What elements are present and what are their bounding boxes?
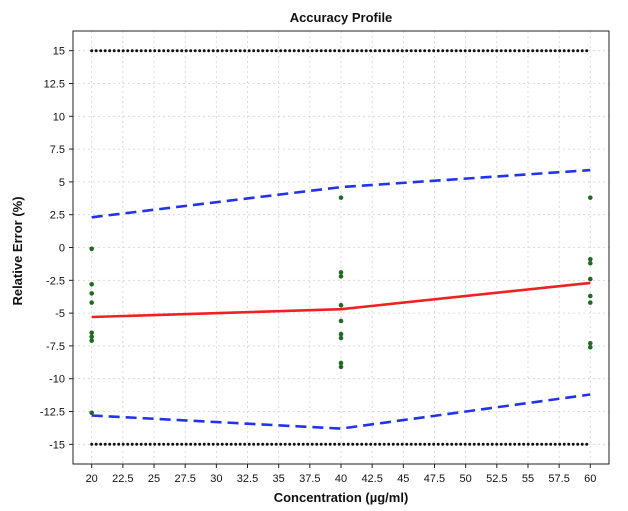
x-tick-label: 60	[584, 473, 596, 485]
x-tick-label: 22.5	[112, 473, 133, 485]
x-axis-label: Concentration (µg/ml)	[274, 490, 409, 505]
x-tick-label: 35	[273, 473, 285, 485]
data-point	[588, 260, 593, 266]
y-tick-label: 2.5	[50, 210, 65, 222]
data-point	[89, 334, 94, 340]
x-tick-label: 45	[397, 473, 409, 485]
x-tick-label: 20	[86, 473, 98, 485]
data-point	[588, 344, 593, 350]
data-point	[588, 195, 593, 200]
y-tick-label: 15	[53, 46, 65, 58]
x-axis-ticks: 20 22.5 25 27.5 30 32.5 35 37.5 40 42.5 45 47.5 50 52…	[86, 464, 596, 485]
y-tick-label: 5	[59, 177, 65, 189]
data-point	[338, 274, 344, 279]
chart-title: Accuracy Profile	[290, 10, 393, 25]
y-tick-label: 12.5	[44, 78, 65, 90]
y-tick-label: -7.5	[46, 341, 65, 353]
x-tick-label: 55	[522, 473, 534, 485]
data-point	[89, 291, 94, 296]
x-tick-label: 27.5	[174, 473, 195, 485]
y-tick-label: 10	[53, 111, 65, 123]
x-tick-label: 52.5	[486, 473, 507, 485]
data-point	[338, 360, 344, 366]
data-point	[89, 300, 94, 305]
data-point	[338, 302, 344, 308]
x-tick-label: 40	[335, 473, 347, 485]
y-tick-label: -12.5	[40, 407, 65, 419]
grid-lines	[73, 31, 609, 464]
y-tick-label: -10	[49, 374, 65, 386]
series-layer	[90, 49, 592, 446]
data-point	[338, 335, 344, 341]
y-axis-ticks: 15 12.5 10 7.5 5 2.5 0 -2.5 -5 -7.5 -10 -12.5 -15	[40, 46, 73, 451]
data-point	[588, 293, 593, 299]
x-tick-label: 57.5	[548, 473, 569, 485]
data-point	[89, 410, 94, 416]
x-tick-label: 32.5	[237, 473, 258, 485]
data-point	[338, 364, 344, 370]
x-tick-label: 25	[148, 473, 160, 485]
data-point	[338, 331, 344, 337]
y-tick-label: 7.5	[50, 144, 65, 156]
y-tick-label: -5	[55, 308, 65, 320]
tolerance-lower-line	[91, 393, 591, 430]
y-axis-label: Relative Error (%)	[10, 196, 25, 305]
x-tick-label: 47.5	[424, 473, 445, 485]
data-point	[588, 300, 593, 305]
data-point	[338, 195, 344, 200]
tolerance-upper-line	[91, 168, 591, 219]
data-point	[338, 318, 344, 324]
data-point	[588, 276, 593, 282]
mean-bias-line	[91, 281, 591, 319]
data-point	[89, 330, 94, 336]
data-point	[89, 281, 94, 287]
y-tick-label: -2.5	[46, 275, 65, 287]
data-point	[338, 270, 344, 275]
x-tick-label: 37.5	[299, 473, 320, 485]
data-points	[89, 195, 593, 416]
data-point	[588, 340, 593, 346]
y-tick-label: -15	[49, 439, 65, 451]
data-point	[588, 257, 593, 262]
y-tick-label: 0	[59, 243, 65, 255]
data-point	[89, 338, 94, 343]
x-tick-label: 30	[210, 473, 222, 485]
data-point	[89, 246, 94, 252]
x-tick-label: 50	[460, 473, 472, 485]
x-tick-label: 42.5	[361, 473, 382, 485]
